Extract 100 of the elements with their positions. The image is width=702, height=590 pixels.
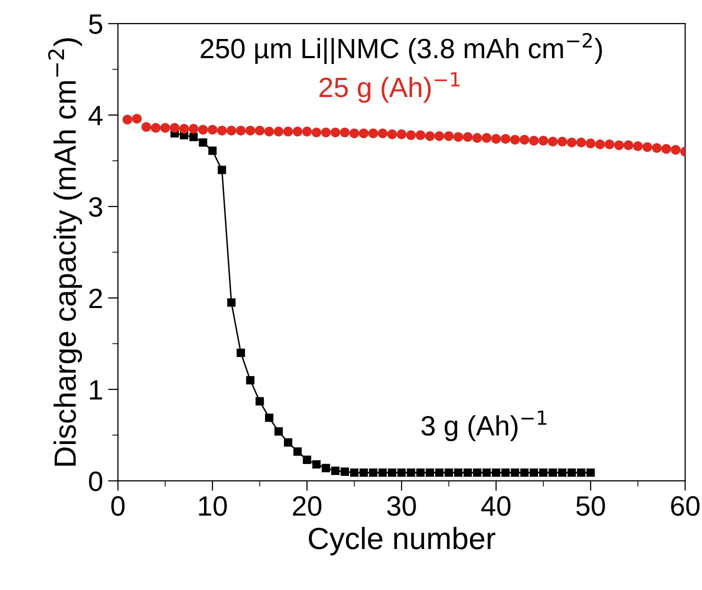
point	[444, 468, 453, 477]
point	[236, 348, 245, 357]
point	[226, 126, 236, 136]
point	[568, 468, 576, 477]
y-tick-label: 1	[90, 380, 102, 400]
point	[378, 468, 387, 477]
point	[122, 114, 132, 124]
point	[500, 134, 510, 144]
point	[312, 128, 322, 138]
x-tick-label: 60	[671, 496, 700, 516]
point	[406, 130, 416, 140]
point	[312, 460, 321, 469]
point	[642, 142, 652, 152]
x-tick-label: 0	[111, 496, 125, 516]
x-axis-title: Cycle number	[308, 526, 496, 556]
point	[434, 131, 444, 141]
point	[274, 126, 284, 136]
point	[492, 468, 500, 477]
point	[539, 468, 548, 477]
point	[293, 447, 302, 456]
point	[425, 131, 435, 141]
point	[227, 298, 236, 307]
point	[454, 468, 462, 477]
point	[378, 128, 388, 138]
point	[198, 138, 208, 147]
point	[198, 124, 208, 135]
point	[265, 414, 274, 422]
point	[321, 128, 331, 138]
point	[274, 427, 283, 436]
point	[330, 128, 340, 138]
point	[576, 138, 586, 148]
point	[548, 136, 558, 146]
point	[397, 468, 406, 477]
point	[302, 126, 312, 136]
point	[188, 124, 198, 134]
point	[482, 468, 491, 477]
point	[652, 143, 662, 153]
point	[444, 131, 454, 141]
point	[208, 124, 218, 135]
point	[340, 468, 349, 476]
point	[557, 136, 568, 146]
point	[529, 136, 539, 146]
point	[292, 126, 302, 136]
point	[491, 134, 501, 144]
point	[426, 468, 434, 477]
y-tick-label: 3	[88, 197, 102, 217]
point	[254, 126, 265, 136]
point	[530, 468, 538, 477]
point	[520, 134, 530, 145]
point	[256, 397, 264, 406]
y-axis-title: Discharge capacity (mAh cm$^{−2}$)	[48, 38, 82, 466]
point	[387, 129, 397, 140]
point	[179, 124, 189, 134]
series-label: 3 g (Ah)$^{−1}$	[421, 410, 546, 442]
y-tick-label: 0	[88, 472, 102, 492]
x-tick-label: 50	[576, 496, 605, 516]
point	[566, 138, 577, 148]
point	[141, 122, 152, 132]
point	[331, 466, 340, 475]
point	[558, 468, 566, 477]
point	[150, 122, 161, 133]
x-tick-label: 20	[292, 496, 322, 516]
point	[661, 144, 672, 154]
point	[614, 140, 624, 150]
point	[208, 146, 217, 155]
point	[548, 468, 557, 477]
x-tick-label: 10	[199, 496, 227, 516]
point	[482, 133, 492, 143]
point	[510, 468, 520, 477]
point	[624, 140, 634, 150]
point	[501, 468, 510, 477]
point	[595, 139, 605, 150]
point	[217, 126, 227, 136]
point	[218, 166, 226, 174]
x-tick-label: 30	[387, 496, 416, 516]
point	[283, 126, 293, 136]
point	[464, 468, 472, 477]
point	[236, 126, 246, 136]
point	[132, 114, 142, 124]
point	[349, 128, 360, 138]
annotation: 250 µm Li||NMC (3.8 mAh cm$^{−2}$)	[200, 33, 602, 64]
y-tick-label: 4	[88, 106, 103, 126]
point	[576, 468, 586, 477]
point	[416, 468, 425, 477]
point	[245, 126, 256, 136]
point	[538, 136, 548, 146]
point	[510, 134, 520, 145]
point	[586, 468, 595, 477]
point	[246, 376, 254, 384]
y-tick-label: 2	[89, 288, 102, 308]
point	[604, 139, 614, 150]
point	[340, 128, 350, 138]
point	[358, 128, 369, 138]
point	[670, 144, 681, 155]
point	[435, 468, 444, 477]
point	[369, 468, 378, 477]
point	[586, 138, 596, 148]
point	[633, 141, 643, 152]
point	[416, 130, 426, 140]
point	[322, 464, 330, 472]
